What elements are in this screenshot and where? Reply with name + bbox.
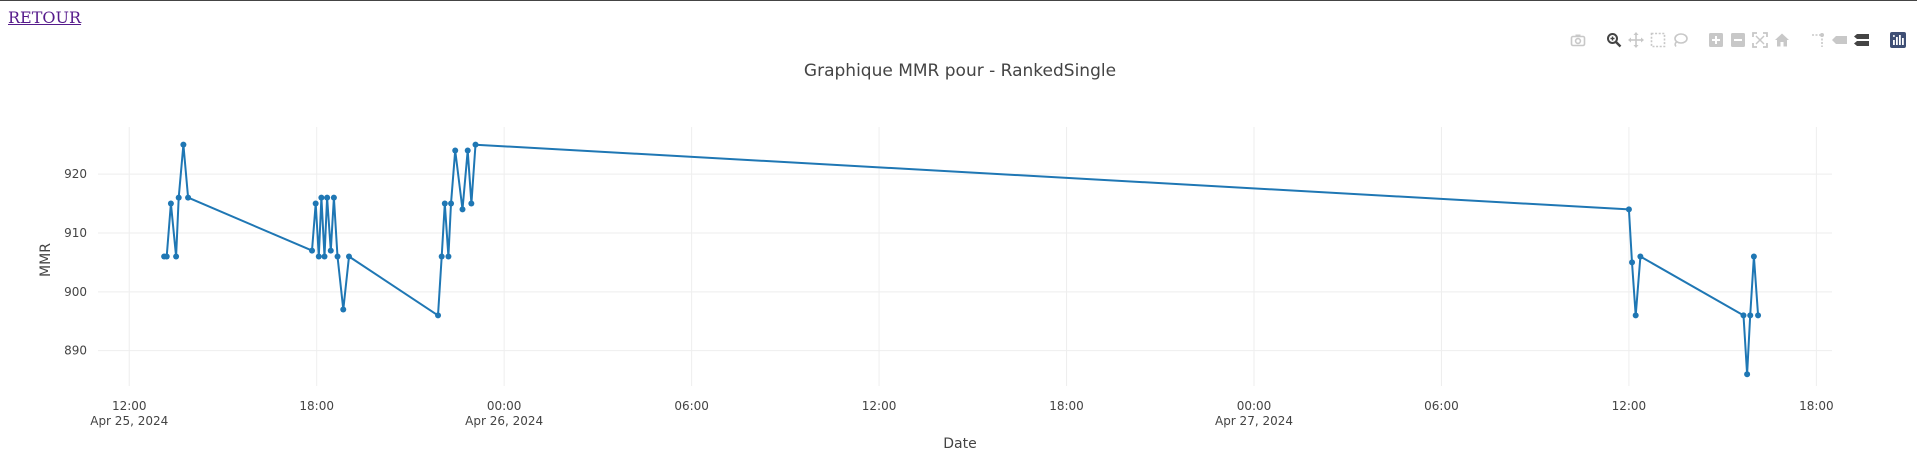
lasso-select-icon[interactable] [1669,29,1691,51]
data-point[interactable] [1632,312,1639,319]
data-point[interactable] [334,253,341,260]
pan-icon[interactable] [1625,29,1647,51]
x-tick-date-label: Apr 25, 2024 [90,414,168,428]
data-point[interactable] [452,147,459,154]
data-point[interactable] [167,200,174,207]
data-point[interactable] [435,312,442,319]
data-point[interactable] [1625,206,1632,213]
x-tick-date-label: Apr 26, 2024 [465,414,543,428]
x-tick-label: 00:00 [1237,399,1272,413]
camera-icon[interactable] [1567,29,1589,51]
data-point[interactable] [309,247,316,254]
spike-lines-icon[interactable] [1807,29,1829,51]
data-point[interactable] [438,253,445,260]
back-link[interactable]: RETOUR [8,8,82,27]
data-point[interactable] [318,194,325,201]
y-axis-title: MMR [38,243,54,277]
data-point[interactable] [1629,259,1636,266]
chart-grid [98,127,1832,386]
chart-title: Graphique MMR pour - RankedSingle [804,61,1116,81]
data-point[interactable] [1747,312,1754,319]
y-tick-label: 910 [64,226,87,240]
data-point[interactable] [327,247,334,254]
plotly-logo-icon[interactable] [1887,29,1909,51]
data-point[interactable] [468,200,475,207]
hover-compare-icon[interactable] [1851,29,1873,51]
page-top-border [0,0,1917,1]
series-layer [161,141,1762,378]
data-point[interactable] [1637,253,1644,260]
x-tick-label: 06:00 [1424,399,1459,413]
zoom-in-icon[interactable] [1705,29,1727,51]
data-point[interactable] [330,194,337,201]
zoom-icon[interactable] [1603,29,1625,51]
x-tick-label: 12:00 [862,399,897,413]
box-select-icon[interactable] [1647,29,1669,51]
data-point[interactable] [321,253,328,260]
x-tick-label: 18:00 [1799,399,1834,413]
modebar-group-download [1567,29,1589,51]
data-point[interactable] [1740,312,1747,319]
modebar-group-logo [1887,29,1909,51]
chart-modebar [1553,29,1909,51]
data-point[interactable] [441,200,448,207]
x-tick-label: 00:00 [487,399,522,413]
data-point[interactable] [459,206,466,213]
zoom-out-icon[interactable] [1727,29,1749,51]
data-point[interactable] [185,194,192,201]
y-tick-label: 890 [64,344,87,358]
data-point[interactable] [340,306,347,313]
data-point[interactable] [1755,312,1762,319]
data-point[interactable] [173,253,180,260]
x-tick-date-label: Apr 27, 2024 [1215,414,1293,428]
data-point[interactable] [1750,253,1757,260]
data-point[interactable] [345,253,352,260]
data-point[interactable] [472,141,479,148]
home-icon[interactable] [1771,29,1793,51]
data-point[interactable] [464,147,471,154]
data-point[interactable] [445,253,452,260]
modebar-group-zoom [1705,29,1793,51]
data-point[interactable] [163,253,170,260]
y-axis-ticks: 890 900 910 920 [64,167,87,358]
x-tick-label: 12:00 [1612,399,1647,413]
x-tick-label: 18:00 [1049,399,1084,413]
hover-closest-icon[interactable] [1829,29,1851,51]
y-tick-label: 920 [64,167,87,181]
data-point[interactable] [448,200,455,207]
data-point[interactable] [312,200,319,207]
modebar-group-drag [1603,29,1691,51]
data-point[interactable] [180,141,187,148]
data-point[interactable] [324,194,331,201]
y-tick-label: 900 [64,285,87,299]
autoscale-icon[interactable] [1749,29,1771,51]
data-point[interactable] [175,194,182,201]
data-point[interactable] [1744,371,1751,378]
x-tick-label: 06:00 [674,399,709,413]
modebar-group-hover [1807,29,1873,51]
x-tick-label: 18:00 [299,399,334,413]
series-line [164,143,1760,376]
x-axis-title: Date [943,436,976,452]
data-point[interactable] [315,253,322,260]
x-tick-label: 12:00 [112,399,147,413]
